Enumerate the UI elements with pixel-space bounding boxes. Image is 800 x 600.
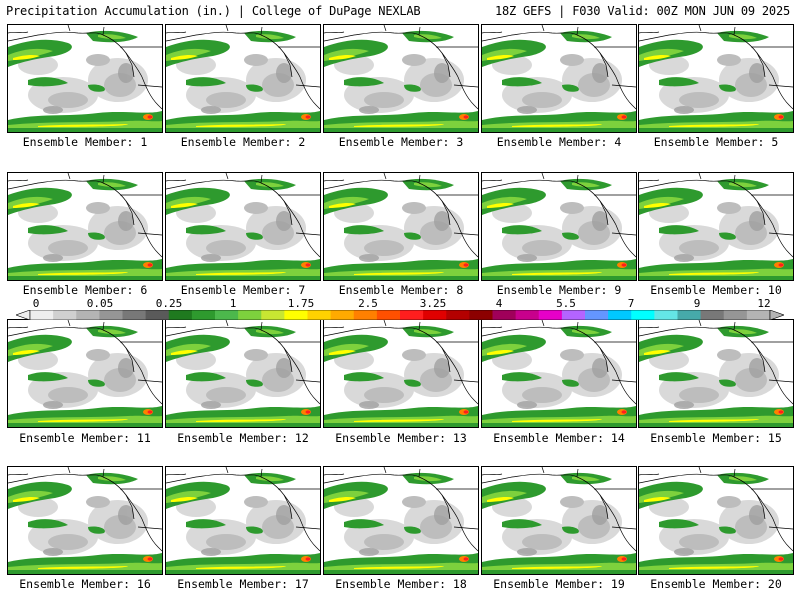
colorbar-tick-label: 0.05 (86, 297, 114, 310)
colorbar-tick-label: 9 (693, 297, 701, 310)
ensemble-member-label: Ensemble Member: 9 (496, 283, 622, 297)
ensemble-member-label: Ensemble Member: 7 (180, 283, 306, 297)
ensemble-member-label: Ensemble Member: 4 (496, 135, 622, 149)
ensemble-member-label: Ensemble Member: 17 (177, 577, 309, 591)
ensemble-member-label: Ensemble Member: 3 (338, 135, 464, 149)
colorbar-tick-label: 12 (757, 297, 771, 310)
ensemble-member-map (638, 466, 794, 575)
colorbar-tick-label: 7 (627, 297, 635, 310)
ensemble-member-map (481, 172, 637, 281)
ensemble-member-map (323, 319, 479, 428)
colorbar-swatch (400, 310, 424, 320)
colorbar-swatch (700, 310, 725, 320)
colorbar-swatch (446, 310, 470, 320)
colorbar-swatch (654, 310, 678, 320)
ensemble-member-map (481, 466, 637, 575)
colorbar-swatch (307, 310, 332, 320)
colorbar-swatch (469, 310, 493, 320)
colorbar-swatch (330, 310, 355, 320)
ensemble-member-map (165, 319, 321, 428)
colorbar-swatch (353, 310, 378, 320)
ensemble-member-label: Ensemble Member: 5 (653, 135, 779, 149)
ensemble-member-map (7, 172, 163, 281)
colorbar-swatch (492, 310, 517, 320)
map-title: Precipitation Accumulation (in.) | Colle… (6, 4, 421, 18)
colorbar-swatch (677, 310, 702, 320)
ensemble-member-label: Ensemble Member: 16 (19, 577, 151, 591)
ensemble-member-label: Ensemble Member: 12 (177, 431, 309, 445)
valid-time: 18Z GEFS | F030 Valid: 00Z MON JUN 09 20… (494, 4, 790, 18)
colorbar-swatch (99, 310, 123, 320)
ensemble-member-map (7, 466, 163, 575)
colorbar-tick-label: 1.75 (287, 297, 315, 310)
ensemble-member-label: Ensemble Member: 19 (493, 577, 625, 591)
colorbar-swatch (30, 310, 54, 320)
ensemble-member-map (481, 319, 637, 428)
ensemble-member-label: Ensemble Member: 10 (650, 283, 782, 297)
colorbar-swatch (145, 310, 170, 320)
ensemble-member-label: Ensemble Member: 6 (22, 283, 148, 297)
colorbar-swatch (608, 310, 632, 320)
ensemble-member-map (7, 319, 163, 428)
ensemble-member-map (7, 24, 163, 133)
colorbar-tick-label: 3.25 (419, 297, 447, 310)
colorbar-swatch (515, 310, 540, 320)
colorbar-tick-label: 0 (32, 297, 40, 310)
ensemble-member-label: Ensemble Member: 11 (19, 431, 151, 445)
colorbar-swatch (76, 310, 100, 320)
colorbar-tick-label: 5.5 (556, 297, 576, 310)
colorbar-swatch (238, 310, 262, 320)
ensemble-member-map (323, 24, 479, 133)
ensemble-member-label: Ensemble Member: 2 (180, 135, 306, 149)
colorbar-swatch (561, 310, 586, 320)
colorbar-tick-label: 1 (229, 297, 237, 310)
ensemble-member-label: Ensemble Member: 1 (22, 135, 148, 149)
ensemble-member-map (323, 172, 479, 281)
colorbar-swatch (261, 310, 285, 320)
ensemble-member-label: Ensemble Member: 14 (493, 431, 625, 445)
colorbar-swatch (631, 310, 655, 320)
colorbar-swatch (723, 310, 748, 320)
colorbar-tick-label: 0.25 (155, 297, 183, 310)
colorbar-swatch (376, 310, 401, 320)
colorbar-swatch (538, 310, 563, 320)
ensemble-member-label: Ensemble Member: 13 (335, 431, 467, 445)
colorbar-swatch (53, 310, 77, 320)
ensemble-member-map (481, 24, 637, 133)
ensemble-member-map (323, 466, 479, 575)
ensemble-member-map (638, 319, 794, 428)
colorbar-swatch (746, 310, 771, 320)
colorbar-swatch (168, 310, 193, 320)
colorbar-swatch (284, 310, 308, 320)
colorbar-swatch (122, 310, 147, 320)
ensemble-member-map (638, 172, 794, 281)
ensemble-member-label: Ensemble Member: 18 (335, 577, 467, 591)
ensemble-member-map (165, 24, 321, 133)
ensemble-member-label: Ensemble Member: 20 (650, 577, 782, 591)
ensemble-member-map (638, 24, 794, 133)
colorbar-tick-label: 2.5 (358, 297, 378, 310)
ensemble-member-map (165, 172, 321, 281)
colorbar-tick-label: 4 (495, 297, 503, 310)
colorbar-swatch (191, 310, 216, 320)
ensemble-member-label: Ensemble Member: 15 (650, 431, 782, 445)
colorbar-swatch (215, 310, 239, 320)
colorbar-swatch (423, 310, 447, 320)
ensemble-member-map (165, 466, 321, 575)
ensemble-member-label: Ensemble Member: 8 (338, 283, 464, 297)
precipitation-colorbar (16, 310, 784, 320)
colorbar-swatch (585, 310, 609, 320)
